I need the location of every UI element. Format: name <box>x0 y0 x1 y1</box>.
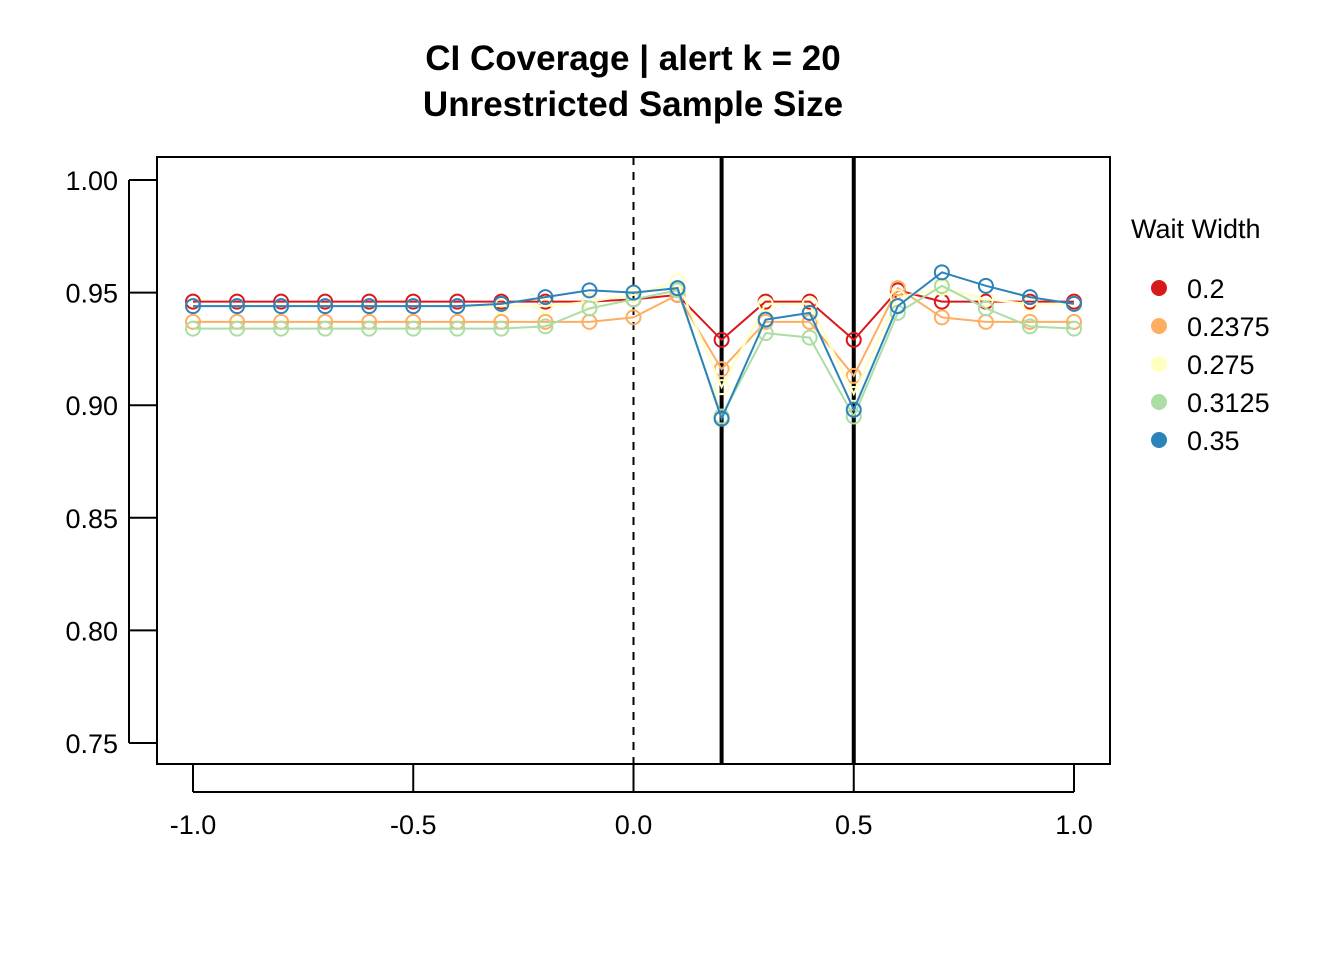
series-line <box>193 271 1075 422</box>
data-point <box>933 264 950 281</box>
x-tick-label: -0.5 <box>390 810 437 840</box>
data-point <box>449 320 466 337</box>
legend-label: 0.3125 <box>1187 388 1270 418</box>
data-point <box>801 304 818 321</box>
series-0.35 <box>185 264 1082 427</box>
legend-label: 0.35 <box>1187 426 1240 456</box>
data-point <box>845 367 862 384</box>
data-point <box>889 280 906 297</box>
data-point <box>625 309 642 326</box>
data-point <box>889 298 906 315</box>
data-point <box>405 298 422 315</box>
data-point <box>669 280 686 297</box>
x-tick-label: 0.5 <box>835 810 873 840</box>
legend: Wait Width 0.2 0.2375 0.275 0.3125 0.35 <box>1131 214 1270 456</box>
data-point <box>1066 313 1082 330</box>
x-tick-label: 1.0 <box>1055 810 1093 840</box>
data-point <box>845 401 862 418</box>
data-point <box>449 293 466 310</box>
data-point <box>581 300 598 317</box>
data-point <box>317 293 334 310</box>
data-point <box>537 318 554 335</box>
data-point <box>493 320 510 337</box>
chart-subtitle: Unrestricted Sample Size <box>423 85 843 124</box>
legend-marker <box>1151 356 1167 372</box>
data-point <box>537 298 554 315</box>
data-point <box>537 293 554 310</box>
legend-label: 0.2 <box>1187 274 1225 304</box>
data-point <box>757 295 774 312</box>
y-tick-label: 0.85 <box>65 504 118 534</box>
data-point <box>933 309 950 326</box>
data-point <box>537 313 554 330</box>
y-tick-label: 1.00 <box>65 166 118 196</box>
data-point <box>449 298 466 315</box>
data-point <box>361 293 378 310</box>
reference-lines <box>632 157 856 764</box>
data-point <box>229 320 246 337</box>
y-tick-label: 0.95 <box>65 279 118 309</box>
x-tick-label: -1.0 <box>170 810 217 840</box>
data-point <box>185 320 201 337</box>
data-point <box>229 293 246 310</box>
data-point <box>801 295 818 312</box>
series-group <box>185 264 1082 427</box>
data-point <box>977 300 994 317</box>
data-point <box>713 410 730 427</box>
data-point <box>229 298 246 315</box>
data-point <box>185 298 201 315</box>
data-point <box>273 320 290 337</box>
data-point <box>317 320 334 337</box>
data-point <box>273 298 290 315</box>
legend-label: 0.275 <box>1187 350 1255 380</box>
series-line <box>193 286 1074 378</box>
data-point <box>845 331 862 348</box>
y-tick-label: 0.75 <box>65 729 118 759</box>
data-point <box>361 320 378 337</box>
data-point <box>977 277 994 294</box>
data-point <box>1066 295 1082 312</box>
data-point <box>405 320 422 337</box>
legend-marker <box>1151 394 1167 410</box>
legend-label: 0.2375 <box>1187 312 1270 342</box>
data-point <box>713 331 730 348</box>
data-point <box>273 293 290 310</box>
data-point <box>581 282 598 299</box>
data-point <box>801 329 818 346</box>
data-point <box>537 289 554 306</box>
legend-marker <box>1151 318 1167 334</box>
data-point <box>1021 289 1038 306</box>
data-point <box>889 289 906 306</box>
data-point <box>185 293 201 310</box>
legend-title: Wait Width <box>1131 214 1261 244</box>
legend-marker <box>1151 280 1167 296</box>
y-tick-label: 0.80 <box>65 616 118 646</box>
x-tick-label: 0.0 <box>615 810 653 840</box>
data-point <box>1021 318 1038 335</box>
legend-marker <box>1151 432 1167 448</box>
data-point <box>713 379 730 396</box>
data-point <box>361 298 378 315</box>
y-tick-label: 0.90 <box>65 391 118 421</box>
data-point <box>625 284 642 301</box>
data-point <box>317 298 334 315</box>
data-point <box>757 311 774 328</box>
chart-title: CI Coverage | alert k = 20 <box>425 39 840 78</box>
data-point <box>1066 320 1082 337</box>
data-point <box>1021 313 1038 330</box>
data-point <box>493 295 510 312</box>
axes: -1.0 -0.5 0.0 0.5 1.0 0.75 0.80 0.85 0.90 0.95 1.0… <box>65 166 1092 840</box>
data-point <box>405 293 422 310</box>
